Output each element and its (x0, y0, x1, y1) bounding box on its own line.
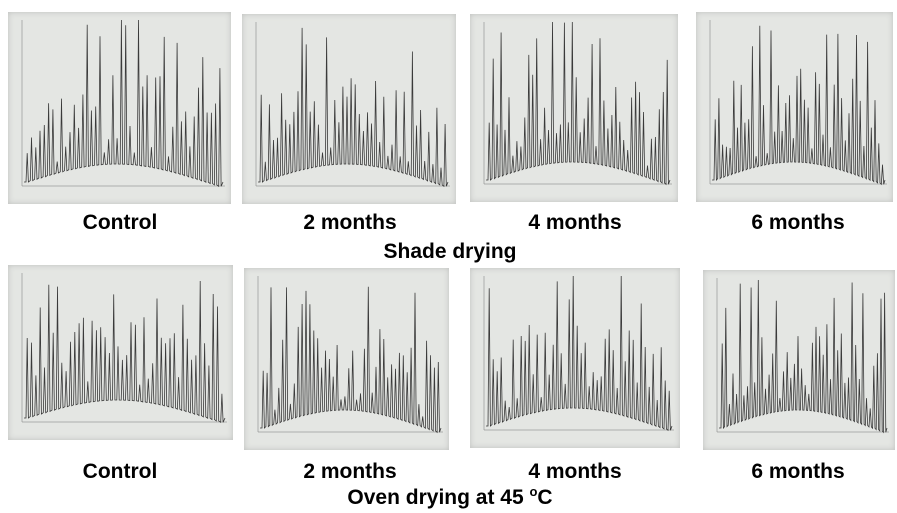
chromatogram-oven-control (8, 265, 233, 440)
chromatogram-trace (483, 275, 674, 432)
chromatogram-trace (716, 278, 889, 434)
chromatogram-shade-control (8, 12, 231, 204)
chromatogram-trace (21, 273, 227, 424)
chromatogram-trace (255, 22, 450, 188)
chromatogram-trace (257, 276, 443, 434)
label-oven-2-months: 2 months (303, 460, 397, 483)
chromatogram-oven-4-months (470, 268, 680, 448)
chromatogram-shade-4-months (470, 14, 678, 202)
label-shade-6-months: 6 months (751, 211, 845, 234)
label-shade-2-months: 2 months (303, 211, 397, 234)
label-oven-control: Control (82, 460, 158, 483)
label-shade-control: Control (82, 211, 158, 234)
chromatogram-trace (709, 20, 887, 186)
group-title-shade-drying: Shade drying (383, 240, 517, 263)
label-shade-4-months: 4 months (528, 211, 622, 234)
label-oven-6-months: 6 months (751, 460, 845, 483)
group-title-oven-drying: Oven drying at 45 oC (347, 484, 553, 509)
chromatogram-oven-6-months (703, 270, 895, 450)
chromatogram-shade-6-months (696, 12, 893, 202)
chromatogram-oven-2-months (244, 268, 449, 450)
chromatogram-trace (483, 21, 672, 186)
chromatogram-trace (21, 19, 225, 188)
label-oven-4-months: 4 months (528, 460, 622, 483)
chromatogram-shade-2-months (242, 14, 456, 204)
